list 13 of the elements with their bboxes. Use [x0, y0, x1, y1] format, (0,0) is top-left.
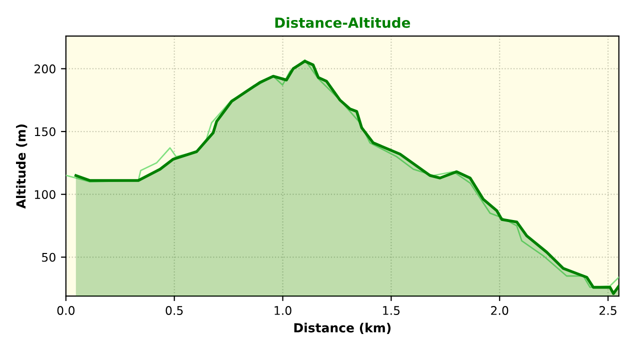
y-tick-label: 150 [34, 127, 56, 136]
y-tick-label: 50 [42, 252, 56, 262]
x-tick-label: 1.5 [383, 306, 400, 315]
x-tick-label: 1.0 [274, 306, 292, 315]
x-tick-label: 0.5 [166, 306, 183, 315]
chart-title: Distance-Altitude [275, 17, 410, 28]
x-tick-label: 2.0 [491, 306, 508, 315]
x-tick-label: 0.0 [57, 306, 75, 315]
x-axis-title: Distance (km) [294, 322, 391, 334]
x-tick-label: 2.5 [600, 306, 616, 315]
y-tick-label: 100 [34, 190, 56, 199]
y-tick-label: 200 [34, 64, 56, 74]
y-axis-title: Altitude (m) [16, 124, 28, 209]
